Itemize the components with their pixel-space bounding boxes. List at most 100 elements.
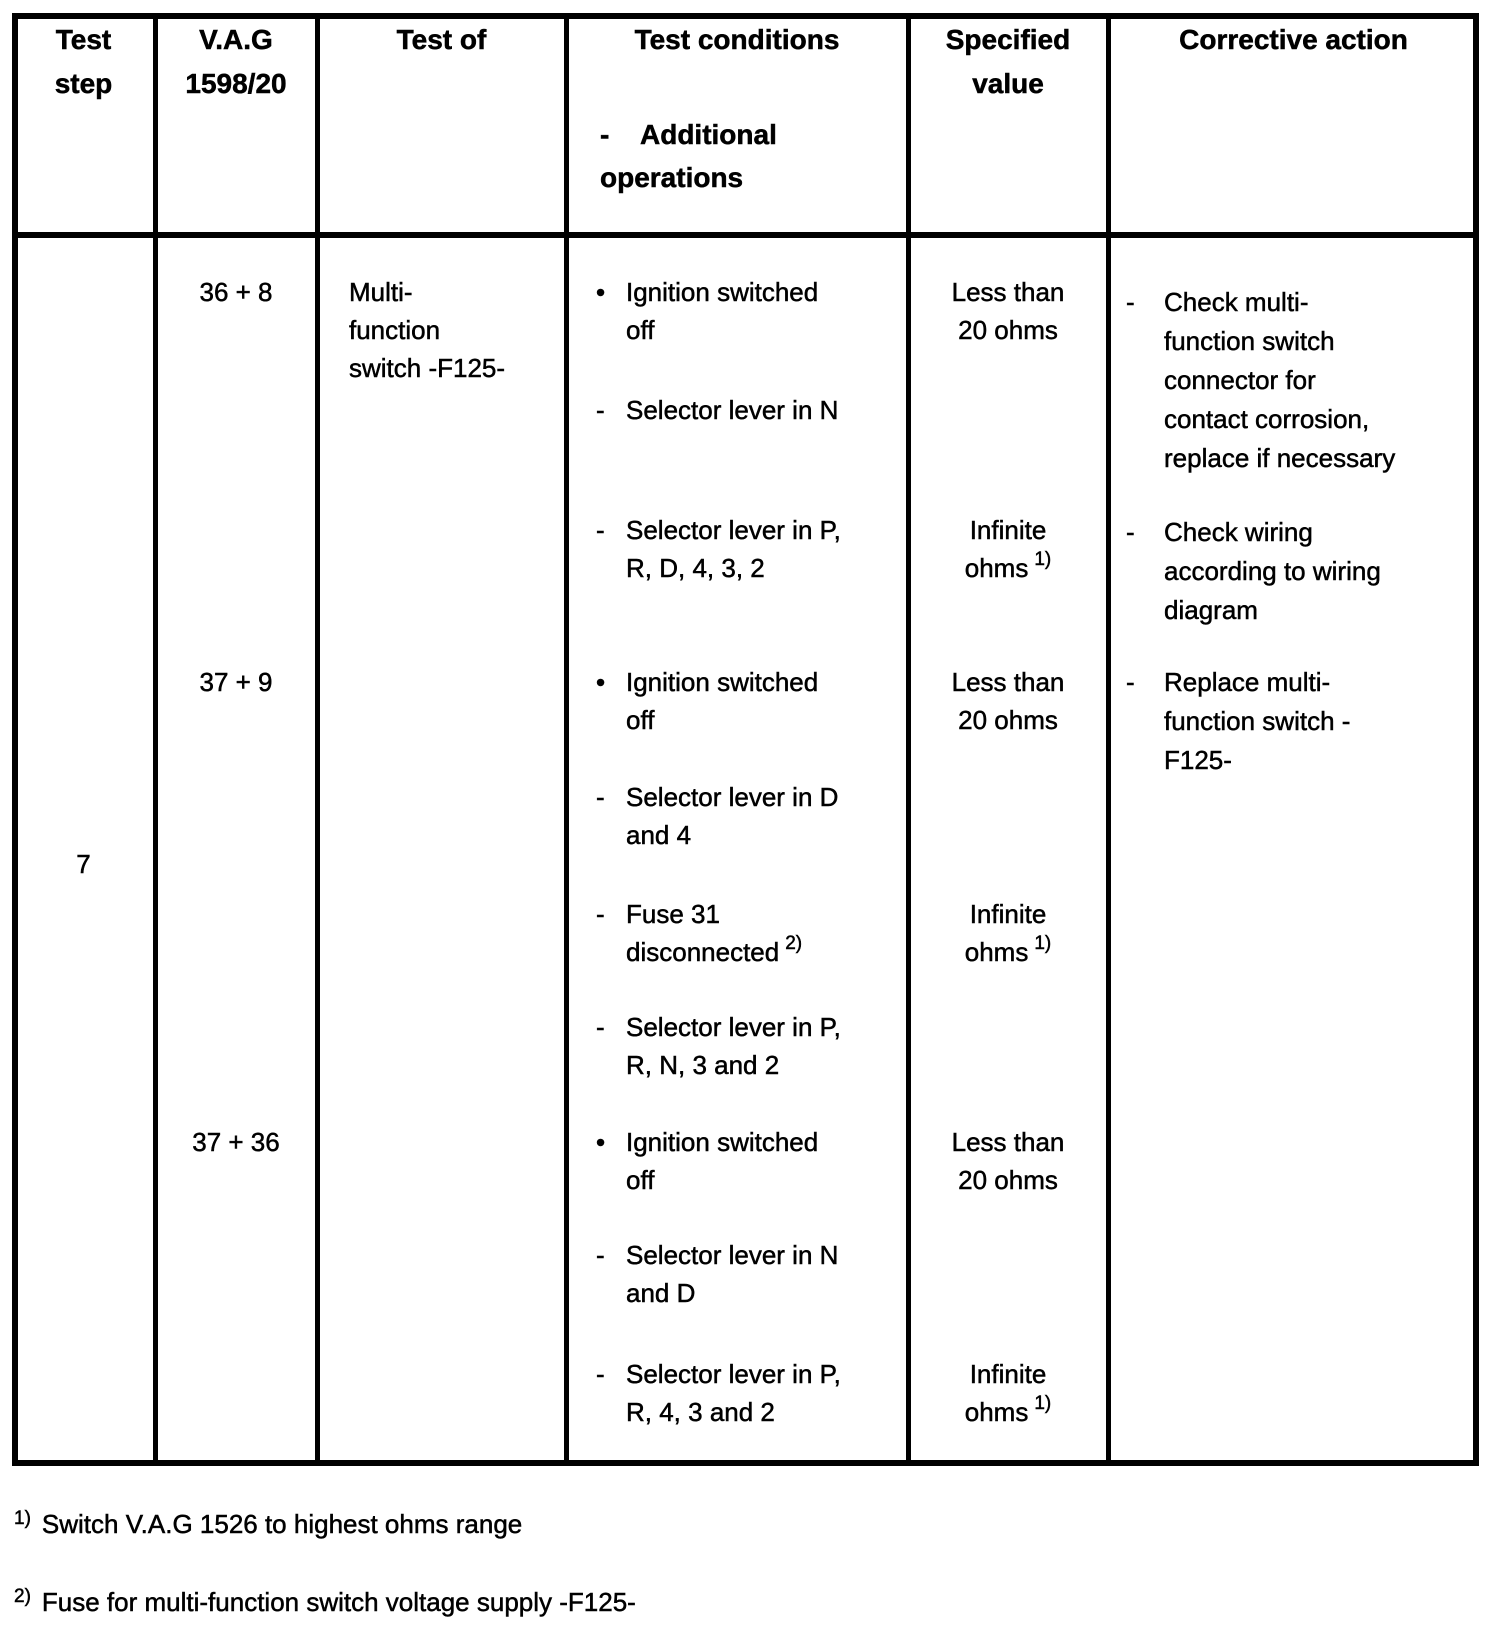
header-corrective-action: Corrective action bbox=[1108, 18, 1479, 62]
dash-marker: - bbox=[596, 1359, 605, 1390]
condition-item: - Selector lever in P, R, 4, 3 and 2 bbox=[596, 1355, 841, 1431]
bullet-marker: • bbox=[596, 277, 606, 308]
corrective-line: contact corrosion, bbox=[1164, 404, 1370, 435]
specified-value-line: 20 ohms bbox=[958, 705, 1058, 736]
dash-marker: - bbox=[1126, 517, 1135, 548]
condition-line: off bbox=[626, 1165, 655, 1196]
header-divider bbox=[12, 232, 1479, 238]
table-border bbox=[12, 13, 1479, 1466]
corrective-text: Check wiring bbox=[1164, 517, 1313, 548]
corrective-line: replace if necessary bbox=[1164, 443, 1396, 474]
condition-line: - Selector lever in P, bbox=[596, 1355, 841, 1393]
dash-marker: - bbox=[1126, 287, 1135, 318]
header-test-step: Test step bbox=[12, 18, 155, 106]
condition-item: - Selector lever in P, R, N, 3 and 2 bbox=[596, 1008, 841, 1084]
header-line: V.A.G bbox=[199, 24, 273, 56]
corrective-line: - Replace multi- bbox=[1126, 663, 1350, 702]
footnote-1-marker: 1) bbox=[14, 1508, 31, 1530]
footnote-2-marker: 2) bbox=[14, 1586, 31, 1608]
corrective-action-item: - Check wiring according to wiring diagra… bbox=[1126, 513, 1381, 630]
footnote-1: 1) Switch V.A.G 1526 to highest ohms rang… bbox=[14, 1505, 523, 1547]
corrective-line: - Check multi- bbox=[1126, 283, 1395, 322]
condition-line: - Selector lever in N bbox=[596, 391, 839, 429]
condition-text: Selector lever in P, bbox=[626, 1359, 841, 1390]
condition-text: Selector lever in N bbox=[626, 395, 839, 426]
vag-value: 37 + 9 bbox=[155, 663, 317, 701]
dash-marker: - bbox=[1126, 667, 1135, 698]
footnote-1-text: Switch V.A.G 1526 to highest ohms range bbox=[41, 1509, 523, 1540]
dash-marker: - bbox=[596, 395, 605, 426]
footnote-2: 2) Fuse for multi-function switch voltage… bbox=[14, 1583, 636, 1625]
condition-line: off bbox=[626, 705, 655, 736]
condition-text: Ignition switched bbox=[626, 667, 819, 698]
corrective-line: diagram bbox=[1164, 595, 1258, 626]
condition-item: - Selector lever in N bbox=[596, 391, 839, 429]
dash-marker: - bbox=[596, 782, 605, 813]
specified-value: Infinite ohms 1) bbox=[908, 1355, 1108, 1435]
dash-marker: - bbox=[596, 1012, 605, 1043]
corrective-line: function switch - bbox=[1164, 706, 1351, 737]
condition-line: - Selector lever in D bbox=[596, 778, 839, 816]
specified-value: Infinite ohms 1) bbox=[908, 895, 1108, 975]
dash-marker: - bbox=[596, 1240, 605, 1271]
vag-pins: 36 + 8 bbox=[199, 277, 273, 308]
specified-value: Infinite ohms 1) bbox=[908, 511, 1108, 591]
vag-value: 37 + 36 bbox=[155, 1123, 317, 1161]
header-additional-operations: - Additional operations bbox=[600, 113, 777, 199]
condition-item: - Fuse 31 disconnected 2) bbox=[596, 895, 803, 975]
column-divider-4 bbox=[906, 13, 911, 1466]
specified-value: Less than 20 ohms bbox=[908, 663, 1108, 739]
column-divider-1 bbox=[153, 13, 158, 1466]
condition-item: - Selector lever in N and D bbox=[596, 1236, 839, 1312]
header-test-conditions: Test conditions bbox=[566, 18, 908, 62]
dash-marker: - bbox=[600, 119, 610, 151]
condition-item: - Selector lever in D and 4 bbox=[596, 778, 839, 854]
vag-value: 36 + 8 bbox=[155, 273, 317, 311]
corrective-line: F125- bbox=[1164, 745, 1232, 776]
specified-value-line: Infinite bbox=[969, 1359, 1047, 1390]
corrective-text: Replace multi- bbox=[1164, 667, 1331, 698]
specified-value-line: Infinite bbox=[969, 515, 1047, 546]
condition-line: - Selector lever in N bbox=[596, 1236, 839, 1274]
header-test-of: Test of bbox=[317, 18, 566, 62]
specified-value-line: Less than bbox=[951, 1127, 1065, 1158]
condition-line: R, D, 4, 3, 2 bbox=[626, 553, 765, 584]
corrective-line: function switch bbox=[1164, 326, 1335, 357]
header-specified-value: Specified value bbox=[908, 18, 1108, 106]
corrective-action-item: - Check multi- function switch connector … bbox=[1126, 283, 1396, 478]
condition-item: • Ignition switched off bbox=[596, 1123, 819, 1199]
condition-line: - Fuse 31 bbox=[596, 895, 802, 933]
condition-text: Selector lever in D bbox=[626, 782, 839, 813]
specified-value-line: Less than bbox=[951, 277, 1065, 308]
condition-text: Ignition switched bbox=[626, 277, 819, 308]
specified-value-text: ohms bbox=[964, 937, 1029, 968]
header-line: Test of bbox=[396, 24, 487, 56]
specified-value-text: ohms bbox=[964, 553, 1029, 584]
specified-value-line: Less than bbox=[951, 667, 1065, 698]
test-of-line: switch -F125- bbox=[349, 353, 506, 384]
condition-line: R, N, 3 and 2 bbox=[626, 1050, 780, 1081]
specified-value-line: ohms 1) bbox=[908, 1393, 1108, 1435]
test-step-value: 7 bbox=[12, 845, 155, 883]
test-of-line: function bbox=[349, 315, 441, 346]
column-divider-3 bbox=[564, 13, 569, 1466]
test-of-value: Multi- function switch -F125- bbox=[349, 273, 506, 387]
specified-value-text: ohms bbox=[964, 1397, 1029, 1428]
condition-line: off bbox=[626, 315, 655, 346]
header-line: Test bbox=[55, 24, 112, 56]
condition-text: disconnected bbox=[626, 937, 780, 968]
condition-item: - Selector lever in P, R, D, 4, 3, 2 bbox=[596, 511, 841, 587]
bullet-marker: • bbox=[596, 667, 606, 698]
specified-value: Less than 20 ohms bbox=[908, 273, 1108, 349]
header-line-text: Additional bbox=[640, 119, 777, 151]
condition-item: • Ignition switched off bbox=[596, 273, 819, 349]
specified-value-line: 20 ohms bbox=[958, 1165, 1058, 1196]
corrective-line: connector for bbox=[1164, 365, 1316, 396]
vag-pins: 37 + 9 bbox=[199, 667, 273, 698]
column-divider-5 bbox=[1106, 13, 1111, 1466]
condition-line: R, 4, 3 and 2 bbox=[626, 1397, 775, 1428]
footnote-ref-1: 1) bbox=[1034, 1393, 1052, 1415]
header-vag: V.A.G 1598/20 bbox=[155, 18, 317, 106]
vag-pins: 37 + 36 bbox=[192, 1127, 280, 1158]
